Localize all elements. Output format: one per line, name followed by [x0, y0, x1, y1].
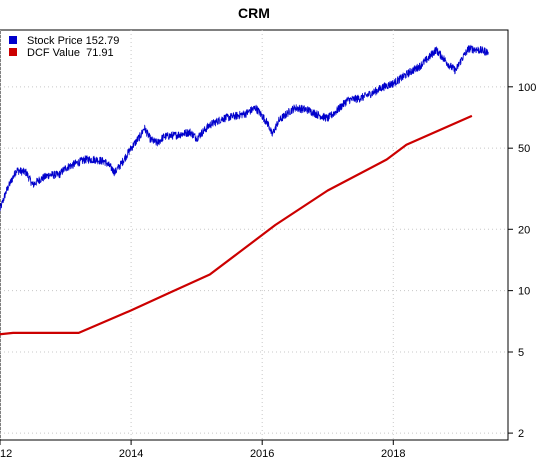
legend: Stock Price 152.79 DCF Value 71.91 [9, 35, 119, 59]
x-tick-label: 2012 [0, 448, 12, 460]
legend-swatch-dcf [9, 48, 17, 56]
legend-label-dcf: DCF Value 71.91 [27, 47, 114, 59]
x-tick-label: 2016 [250, 448, 274, 460]
y-tick-label: 50 [518, 143, 530, 155]
dcf-value-line [0, 114, 473, 336]
legend-swatch-stock [9, 36, 17, 44]
stock-price-line [0, 44, 489, 211]
y-tick-label: 100 [518, 82, 536, 94]
y-tick-label: 5 [518, 347, 524, 359]
x-tick-label: 2014 [119, 448, 143, 460]
axes: 2012 2014 2016 2018 2 5 10 20 50 100 [0, 82, 536, 460]
plot-area [0, 29, 509, 441]
y-tick-label: 10 [518, 286, 530, 298]
legend-label-stock: Stock Price 152.79 [27, 35, 119, 47]
y-tick-label: 20 [518, 224, 530, 236]
x-tick-label: 2018 [381, 448, 405, 460]
chart-title: CRM [238, 5, 270, 21]
series-layer [0, 44, 489, 336]
y-tick-label: 2 [518, 428, 524, 440]
